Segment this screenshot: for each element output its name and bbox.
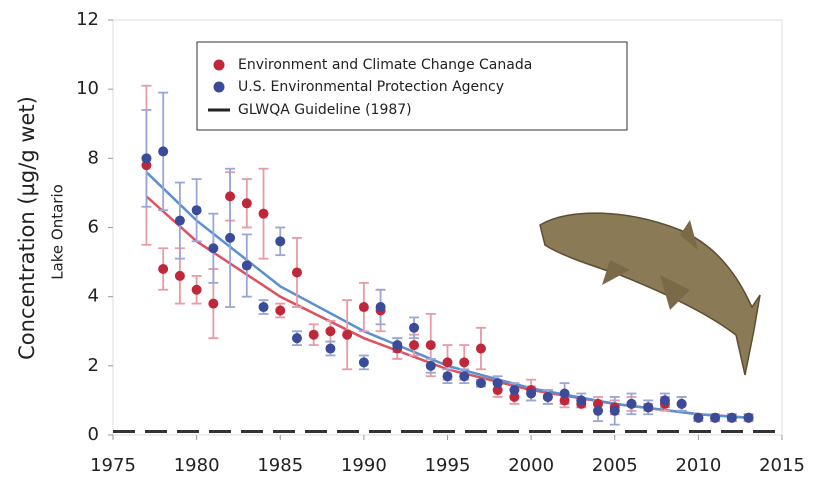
point	[559, 395, 570, 406]
point	[576, 395, 587, 406]
point	[158, 264, 169, 274]
point	[358, 357, 369, 368]
point	[509, 391, 520, 402]
x-tick-label: 1985	[257, 455, 303, 476]
legend-label: Environment and Climate Change Canada	[238, 57, 532, 73]
point	[643, 402, 654, 413]
point	[710, 412, 721, 423]
y-axis-label: Concentration (µg/g wet)	[15, 96, 39, 360]
point	[409, 322, 420, 333]
legend-marker	[213, 59, 225, 71]
point	[659, 395, 670, 406]
point	[291, 267, 302, 278]
point	[442, 371, 453, 382]
legend-label: GLWQA Guideline (1987)	[238, 102, 412, 118]
fish-illustration	[539, 212, 761, 376]
point	[425, 340, 436, 351]
point	[492, 378, 503, 389]
point	[542, 391, 553, 402]
point	[409, 340, 420, 351]
point	[743, 412, 754, 423]
point	[158, 146, 169, 157]
point	[459, 371, 470, 382]
point	[141, 160, 152, 171]
point	[275, 305, 286, 316]
point	[475, 343, 486, 354]
point	[442, 357, 453, 368]
y-tick-label: 0	[88, 424, 99, 445]
point	[626, 398, 637, 409]
point	[593, 405, 604, 416]
point	[609, 405, 620, 416]
point	[358, 302, 369, 313]
point	[693, 412, 704, 423]
point	[225, 191, 236, 202]
point	[174, 215, 185, 226]
point	[291, 333, 302, 344]
point	[191, 205, 202, 216]
point	[308, 329, 319, 340]
point	[208, 298, 219, 309]
point	[425, 360, 436, 371]
point	[208, 243, 219, 254]
y-tick-label: 4	[88, 286, 99, 307]
y-tick-label: 10	[76, 78, 99, 99]
legend-marker	[213, 81, 225, 93]
point	[526, 388, 537, 399]
point	[275, 236, 286, 247]
point	[241, 198, 252, 209]
x-tick-label: 1995	[425, 455, 471, 476]
point	[459, 357, 470, 368]
point	[593, 398, 604, 409]
point	[375, 302, 386, 313]
y-tick-label: 6	[88, 217, 99, 238]
x-tick-label: 1975	[90, 455, 136, 476]
point	[392, 340, 403, 351]
point	[258, 208, 269, 219]
x-tick-label: 2015	[759, 455, 805, 476]
y-tick-label: 2	[88, 355, 99, 376]
y-tick-label: 12	[76, 9, 99, 30]
legend-box	[196, 41, 628, 131]
point	[191, 284, 202, 295]
point	[325, 326, 336, 337]
point	[559, 388, 570, 399]
point	[258, 302, 269, 313]
legend: GLWQA Guideline (1987) Environment and C…	[196, 41, 628, 131]
point	[141, 153, 152, 164]
point	[492, 385, 503, 396]
point	[726, 412, 737, 423]
point	[342, 329, 353, 340]
legend-label: U.S. Environmental Protection Agency	[238, 79, 504, 95]
x-tick-label: 2010	[675, 455, 721, 476]
y-tick-label: 8	[88, 147, 99, 168]
x-tick-label: 1980	[174, 455, 220, 476]
subtitle: Lake Ontario	[49, 184, 67, 280]
point	[225, 232, 236, 243]
x-tick-label: 2000	[508, 455, 554, 476]
point	[241, 260, 252, 271]
point	[174, 270, 185, 281]
point	[676, 398, 687, 409]
point	[475, 378, 486, 389]
point	[325, 343, 336, 354]
x-tick-label: 2005	[592, 455, 638, 476]
point	[509, 385, 520, 396]
x-tick-label: 1990	[341, 455, 387, 476]
